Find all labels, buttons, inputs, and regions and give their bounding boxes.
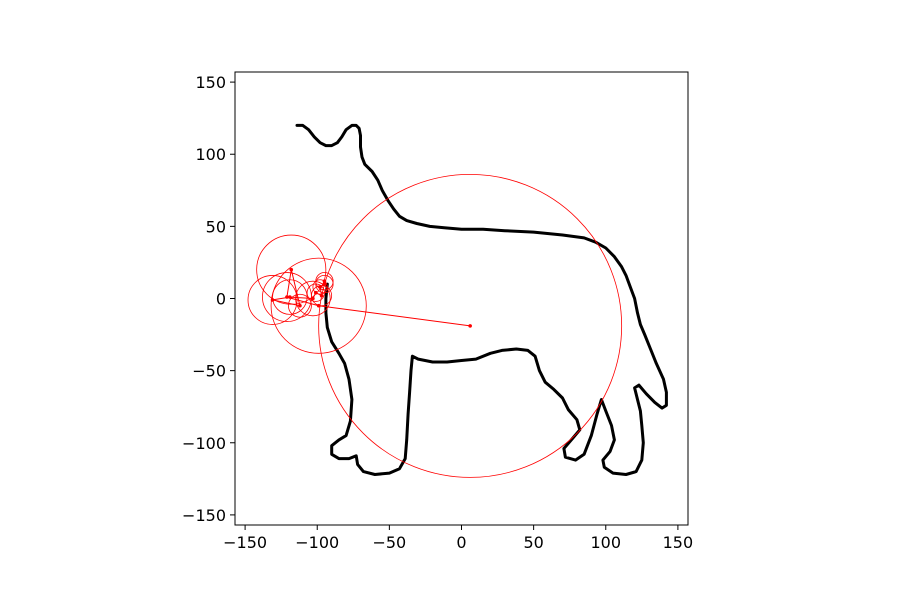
- epicycle-circle: [270, 257, 367, 354]
- outline-curve: [295, 123, 668, 476]
- epicycle-center-point: [289, 267, 294, 272]
- plot-frame: [234, 71, 689, 526]
- epicycle-circle: [315, 272, 334, 291]
- y-tick-label: 150: [195, 73, 226, 92]
- epicycle-circle: [318, 174, 623, 478]
- epicycle-circle: [295, 280, 331, 317]
- x-tick-label: −50: [372, 533, 406, 552]
- epicycle-center-point: [270, 298, 275, 302]
- x-axis: −150 −100 −50 0 50 100 150: [223, 525, 693, 552]
- epicycle-center-point: [285, 295, 289, 299]
- x-tick-label: 0: [456, 533, 466, 552]
- x-tick-label: 100: [590, 533, 621, 552]
- x-tick-label: −150: [223, 533, 267, 552]
- epicycle-center-point: [298, 303, 302, 308]
- y-tick-label: 100: [195, 145, 226, 164]
- plot-area: [247, 123, 668, 478]
- epicycle-center-point: [319, 293, 324, 298]
- epicycle-center-point: [318, 285, 322, 289]
- epicycle-center-point: [322, 282, 327, 286]
- x-tick-label: 50: [523, 533, 543, 552]
- x-tick-label: −100: [295, 533, 339, 552]
- y-axis: −150 −100 −50 0 50 100 150: [182, 73, 235, 525]
- epicycle-circle: [315, 274, 334, 294]
- epicycle-circle: [288, 293, 312, 318]
- y-tick-label: −150: [182, 506, 226, 525]
- y-tick-label: −100: [182, 434, 226, 453]
- epicycle-center-point: [316, 303, 321, 308]
- epicycle-center-point: [313, 290, 318, 295]
- epicycle-center-point: [322, 279, 327, 283]
- y-tick-label: 0: [216, 290, 226, 309]
- y-tick-label: −50: [192, 362, 226, 381]
- x-tick-label: 150: [663, 533, 694, 552]
- y-tick-label: 50: [206, 217, 226, 236]
- epicycle-center-point: [288, 295, 292, 299]
- epicycle-circle: [312, 279, 328, 295]
- epicycle-center-point: [468, 324, 472, 328]
- epicycle-center-point: [311, 296, 315, 301]
